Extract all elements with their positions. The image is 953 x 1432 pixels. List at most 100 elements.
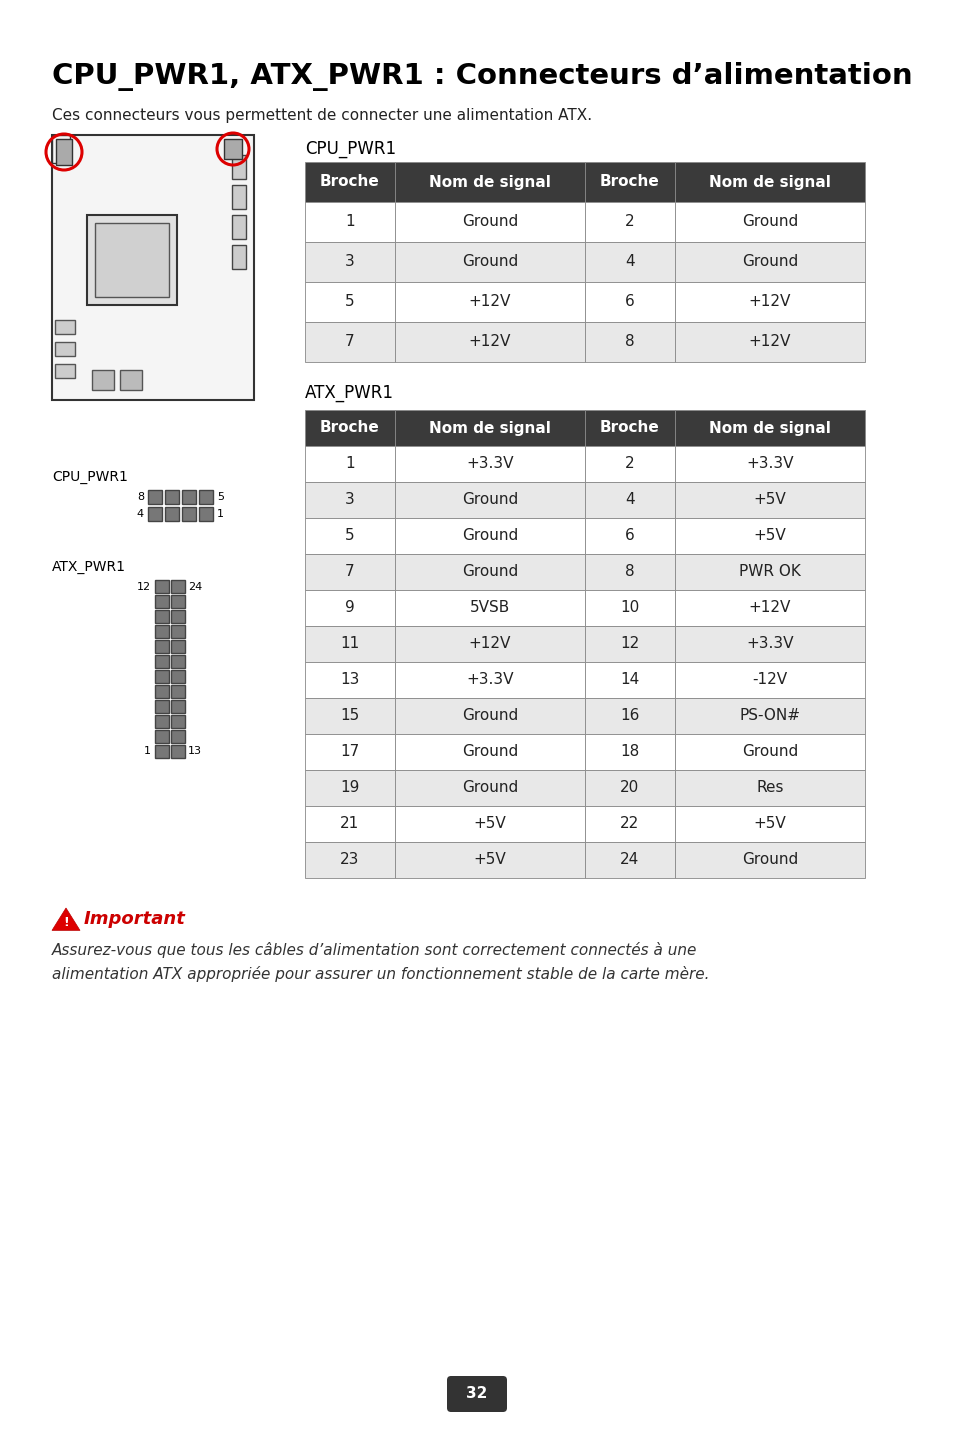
Bar: [675, 202, 864, 242]
Text: +3.3V: +3.3V: [466, 457, 514, 471]
Text: +12V: +12V: [468, 636, 511, 652]
Text: Nom de signal: Nom de signal: [429, 421, 551, 435]
Bar: [154, 730, 169, 743]
Bar: [154, 596, 169, 609]
Text: +3.3V: +3.3V: [466, 673, 514, 687]
Text: 6: 6: [624, 295, 634, 309]
Bar: [120, 369, 142, 390]
Bar: [154, 684, 169, 697]
Bar: [224, 139, 242, 159]
Text: 2: 2: [624, 215, 634, 229]
Bar: [154, 715, 169, 727]
Text: Broche: Broche: [320, 175, 379, 189]
Bar: [584, 483, 675, 518]
Bar: [675, 242, 864, 282]
Bar: [675, 806, 864, 842]
Text: ATX_PWR1: ATX_PWR1: [52, 560, 126, 574]
Text: PWR OK: PWR OK: [739, 564, 801, 580]
Text: Ground: Ground: [461, 745, 517, 759]
Bar: [91, 369, 113, 390]
Bar: [305, 202, 395, 242]
Bar: [148, 507, 162, 521]
Text: 21: 21: [340, 816, 359, 832]
Bar: [305, 590, 395, 626]
Bar: [584, 770, 675, 806]
Text: Nom de signal: Nom de signal: [708, 421, 830, 435]
Text: 24: 24: [188, 581, 202, 591]
Text: 6: 6: [624, 528, 634, 544]
Bar: [154, 654, 169, 667]
Bar: [675, 554, 864, 590]
Text: Broche: Broche: [320, 421, 379, 435]
Text: Ground: Ground: [741, 215, 798, 229]
Text: 8: 8: [136, 493, 144, 503]
Bar: [675, 483, 864, 518]
Bar: [395, 590, 584, 626]
Bar: [395, 483, 584, 518]
Text: 4: 4: [136, 508, 144, 518]
Bar: [171, 670, 185, 683]
Bar: [55, 319, 75, 334]
Bar: [675, 410, 864, 445]
Bar: [584, 735, 675, 770]
Text: 15: 15: [340, 709, 359, 723]
Text: Ground: Ground: [461, 780, 517, 796]
Bar: [171, 596, 185, 609]
Bar: [305, 282, 395, 322]
Text: 3: 3: [345, 493, 355, 507]
Text: 20: 20: [619, 780, 639, 796]
Bar: [395, 697, 584, 735]
Text: Ground: Ground: [741, 852, 798, 868]
Bar: [584, 662, 675, 697]
Bar: [305, 662, 395, 697]
Text: 22: 22: [619, 816, 639, 832]
Bar: [675, 842, 864, 878]
Text: 1: 1: [144, 746, 151, 756]
Bar: [675, 770, 864, 806]
Text: 16: 16: [619, 709, 639, 723]
Bar: [584, 445, 675, 483]
Text: Ground: Ground: [461, 528, 517, 544]
Text: 2: 2: [624, 457, 634, 471]
Text: !: !: [63, 916, 69, 929]
Text: 5: 5: [216, 493, 224, 503]
Text: 18: 18: [619, 745, 639, 759]
Bar: [305, 162, 395, 202]
Bar: [395, 842, 584, 878]
Bar: [584, 202, 675, 242]
Bar: [675, 626, 864, 662]
Bar: [171, 610, 185, 623]
Text: +5V: +5V: [473, 816, 506, 832]
Text: 14: 14: [619, 673, 639, 687]
Text: Ground: Ground: [461, 564, 517, 580]
Bar: [395, 806, 584, 842]
Text: Nom de signal: Nom de signal: [708, 175, 830, 189]
Bar: [148, 490, 162, 504]
Bar: [52, 135, 253, 400]
Bar: [52, 135, 70, 163]
Text: Ground: Ground: [461, 493, 517, 507]
Bar: [55, 342, 75, 357]
Bar: [584, 554, 675, 590]
Bar: [305, 410, 395, 445]
Bar: [232, 245, 246, 269]
Bar: [171, 654, 185, 667]
Text: -12V: -12V: [752, 673, 787, 687]
Bar: [584, 282, 675, 322]
Text: 24: 24: [619, 852, 639, 868]
Text: Res: Res: [756, 780, 783, 796]
Text: +12V: +12V: [748, 600, 790, 616]
Bar: [305, 242, 395, 282]
Bar: [395, 518, 584, 554]
Text: 5: 5: [345, 295, 355, 309]
Bar: [395, 202, 584, 242]
Bar: [395, 162, 584, 202]
Text: Ground: Ground: [741, 745, 798, 759]
Text: Ground: Ground: [461, 709, 517, 723]
Text: 19: 19: [340, 780, 359, 796]
Text: +5V: +5V: [753, 528, 785, 544]
Text: 4: 4: [624, 493, 634, 507]
Text: ATX_PWR1: ATX_PWR1: [305, 384, 394, 402]
Bar: [56, 139, 71, 165]
Bar: [232, 215, 246, 239]
